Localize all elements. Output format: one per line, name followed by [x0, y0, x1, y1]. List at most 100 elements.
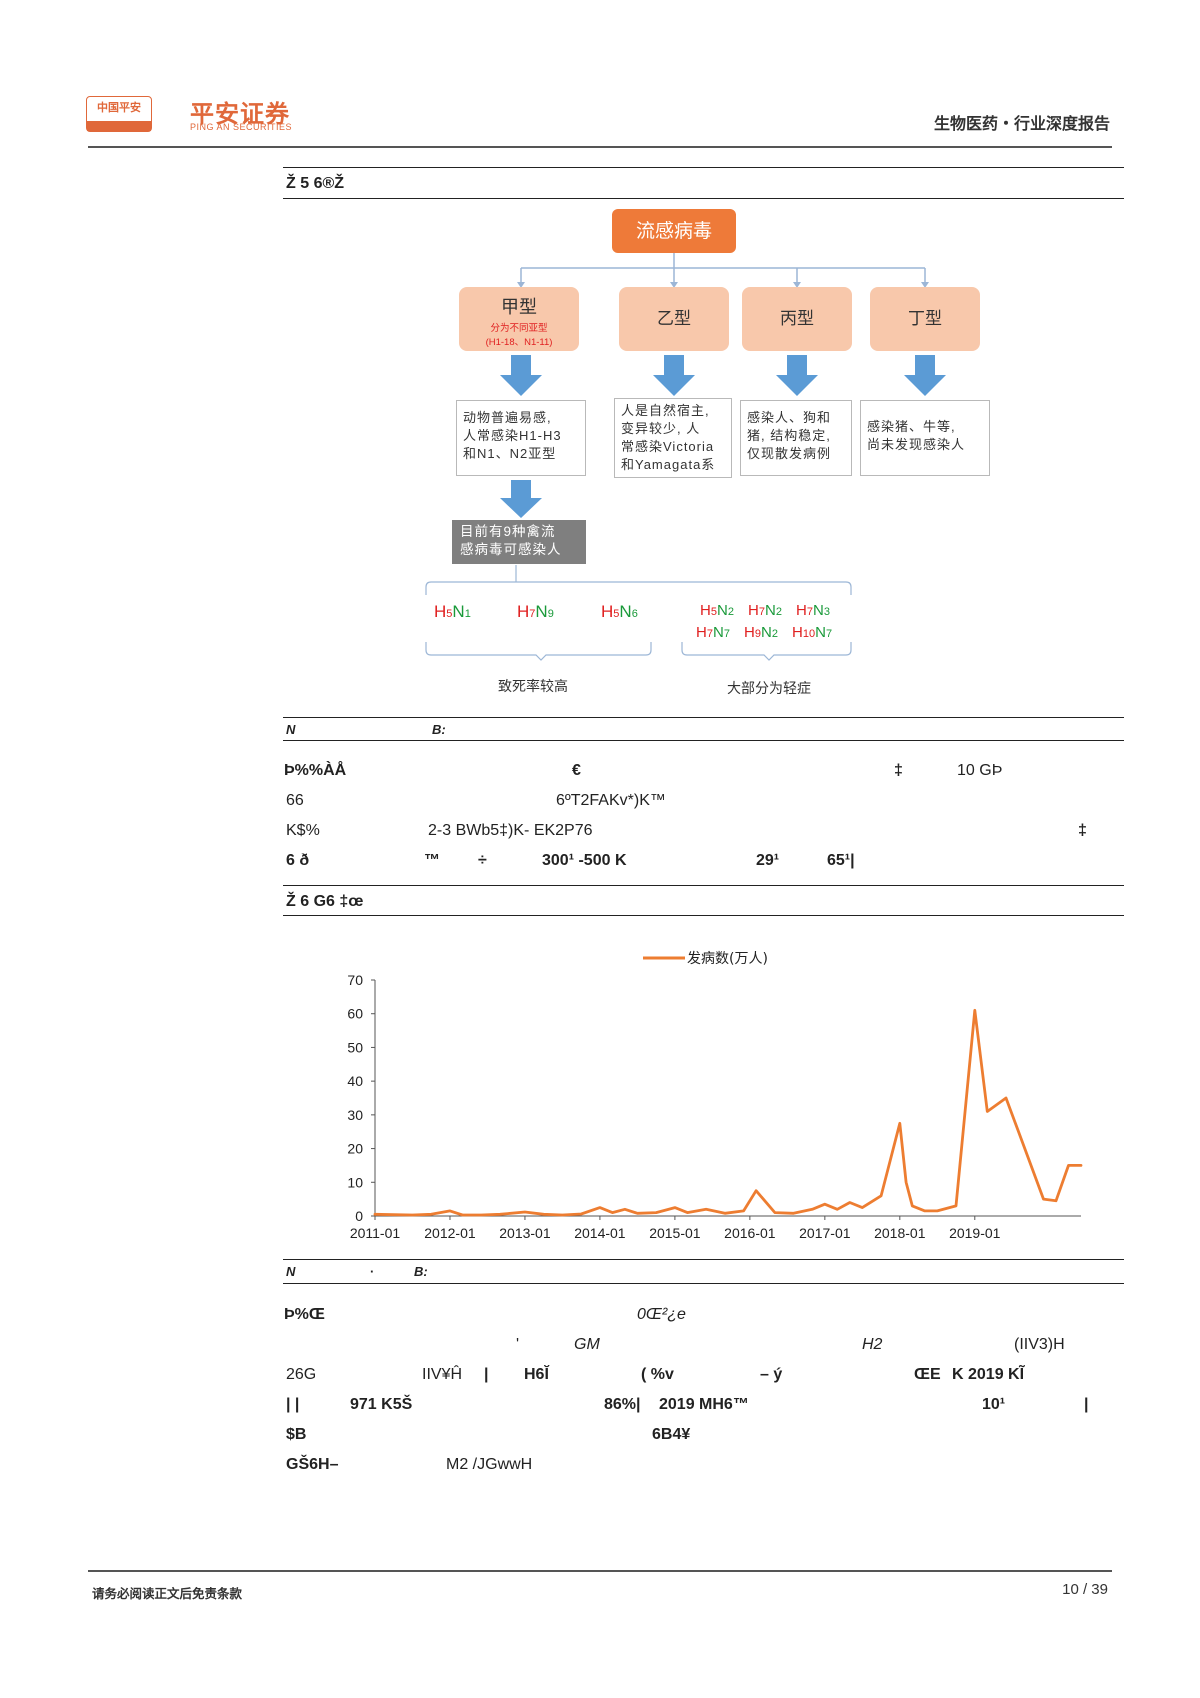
strain-h5n6: H5N6	[601, 602, 638, 621]
gray-box-line: 目前有9种禽流	[460, 524, 556, 539]
type-c-description: 感染人、狗和 猪, 结构稳定, 仅现散发病例	[740, 400, 852, 476]
desc-line: 变异较少, 人	[621, 421, 701, 436]
type-a-note1: 分为不同亚型	[490, 323, 548, 334]
body2-line3-seg2: IIV¥Ĥ	[422, 1366, 463, 1383]
x-tick-label: 2016-01	[724, 1225, 776, 1241]
strain-h9n2: H9N2	[744, 624, 778, 641]
body1-line1-seg3: ‡	[894, 762, 903, 779]
fig6-caption: Ž 6 G6 ‡œ	[286, 893, 364, 910]
fig5-source-text: B:	[432, 722, 446, 737]
x-tick-label: 2012-01	[424, 1225, 476, 1241]
type-a-description: 动物普遍易感, 人常感染H1-H3 和N1、N2亚型	[456, 400, 586, 476]
footer-rule	[88, 1570, 1112, 1572]
y-tick-label: 60	[347, 1006, 363, 1022]
fig5-caption-top-rule	[283, 167, 1124, 168]
body2-line6-seg2: M2 /JGwwH	[446, 1456, 533, 1473]
type-b-description: 人是自然宿主, 变异较少, 人 常感染Victoria 和Yamagata系	[614, 398, 732, 478]
x-tick-label: 2018-01	[874, 1225, 926, 1241]
fig5-source-bottom-rule	[283, 740, 1124, 741]
footer-disclaimer: 请务必阅读正文后免责条款	[92, 1587, 243, 1601]
y-tick-label: 30	[347, 1107, 363, 1123]
body1-line4-seg1: 6 ð	[286, 852, 310, 869]
report-category: 生物医药・行业深度报告	[933, 116, 1110, 133]
body2-line2-seg2: GM	[574, 1336, 600, 1353]
body1-line4-seg3: ÷	[478, 852, 487, 869]
body2-line4-seg5: 10¹	[982, 1396, 1006, 1413]
body1-line4-seg6: 65¹|	[827, 852, 855, 869]
body2-line4-seg2: 971 K5Š	[350, 1396, 413, 1413]
fig5-caption: Ž 5 6®Ž	[286, 175, 345, 192]
strain-h7n2: H7N2	[748, 602, 782, 619]
strain-h7n9: H7N9	[517, 602, 554, 621]
strain-h5n1: H5N1	[434, 602, 471, 621]
body2-line3-seg6: – ý	[760, 1366, 783, 1383]
body2-line1-seg1: Þ%Œ	[284, 1306, 325, 1323]
body1-line3-seg1: K$%	[286, 822, 320, 839]
x-tick-label: 2014-01	[574, 1225, 626, 1241]
desc-line: 常感染Victoria	[621, 439, 715, 454]
body2-line5-seg1: $B	[286, 1426, 307, 1443]
body2-line2-seg3: H2	[862, 1336, 883, 1353]
series-line-0	[373, 1008, 1083, 1217]
fig6-caption-top-rule	[283, 885, 1124, 886]
x-tick-label: 2013-01	[499, 1225, 551, 1241]
fig6-caption-bottom-rule	[283, 915, 1124, 916]
fig5-source-prefix: N	[286, 722, 296, 737]
body1-line2-seg2: 6ºT2FAKv*)K™	[556, 792, 666, 809]
legend-label: 发病数(万人)	[687, 951, 768, 967]
y-tick-label: 50	[347, 1039, 363, 1055]
brand-name-cn: 平安证券	[190, 101, 290, 128]
header-rule	[88, 146, 1112, 148]
desc-line: 尚未发现感染人	[867, 437, 966, 452]
fig6-source-dot: ·	[370, 1264, 375, 1279]
body1-line4-seg4: 300¹ -500 K	[542, 852, 627, 869]
body2-line4-seg1: | |	[286, 1396, 300, 1413]
type-c-name: 丙型	[780, 309, 814, 328]
body2-line4-seg6: |	[1084, 1396, 1089, 1413]
logo-box-text: 中国平安	[97, 102, 141, 114]
fig5-connectors	[425, 252, 946, 661]
type-a-name: 甲型	[501, 297, 537, 317]
type-d-node: 丁型	[870, 287, 980, 351]
body2-line3-seg3: |	[484, 1366, 489, 1383]
desc-line: 仅现散发病例	[747, 446, 832, 461]
body1-line1-seg1: Þ%%ÀÅ	[284, 762, 347, 779]
body2-line3-seg1: 26G	[286, 1366, 317, 1383]
y-tick-label: 20	[347, 1141, 363, 1157]
desc-line: 猪, 结构稳定,	[747, 428, 831, 443]
brand-name-en: PING AN SECURITIES	[190, 122, 293, 132]
fig6-source-top-rule	[283, 1259, 1124, 1260]
mild-cases-label: 大部分为轻症	[727, 680, 811, 696]
body2-line1-seg2: 0Œ²¿e	[637, 1306, 686, 1323]
body2-line4-seg3: 86%|	[604, 1396, 641, 1413]
fig6-source-text: B:	[414, 1264, 428, 1279]
gray-box-line: 感病毒可感染人	[460, 542, 562, 557]
x-tick-label: 2017-01	[799, 1225, 851, 1241]
page-number: 10 / 39	[1062, 1581, 1108, 1598]
body1-line1-seg2: €	[572, 762, 581, 779]
strain-h7n3: H7N3	[796, 602, 830, 619]
influenza-root-node: 流感病毒	[612, 209, 736, 253]
desc-line: 感染人、狗和	[747, 410, 832, 425]
down-arrow-icon	[500, 355, 946, 518]
body2-line6-seg1: GŠ6H–	[286, 1456, 339, 1473]
high-lethality-label: 致死率较高	[498, 678, 568, 694]
body1-line1-seg4: 10 GÞ	[957, 762, 1003, 779]
body2-line3-seg5: ( %v	[641, 1366, 674, 1383]
type-c-node: 丙型	[742, 287, 852, 351]
type-b-name: 乙型	[657, 309, 691, 328]
fig5-caption-bottom-rule	[283, 198, 1124, 199]
body1-line4-seg5: 29¹	[756, 852, 780, 869]
type-d-description: 感染猪、牛等, 尚未发现感染人	[860, 400, 990, 476]
avian-flu-summary-box: 目前有9种禽流 感病毒可感染人	[452, 520, 586, 564]
x-tick-label: 2011-01	[350, 1225, 401, 1241]
body1-line3-seg2: 2-3 BWb5‡)K- EK2P76	[428, 822, 593, 839]
y-tick-label: 40	[347, 1073, 363, 1089]
body2-line3-seg8: K 2019 KĨ	[952, 1366, 1025, 1383]
fig6-source-prefix: N	[286, 1264, 296, 1279]
type-a-node: 甲型 分为不同亚型 (H1-18、N1-11)	[459, 287, 579, 351]
pingan-logo-box: 中国平安	[86, 96, 152, 132]
desc-line: 和N1、N2亚型	[463, 446, 557, 461]
x-tick-label: 2015-01	[649, 1225, 701, 1241]
desc-line: 感染猪、牛等,	[867, 419, 956, 434]
